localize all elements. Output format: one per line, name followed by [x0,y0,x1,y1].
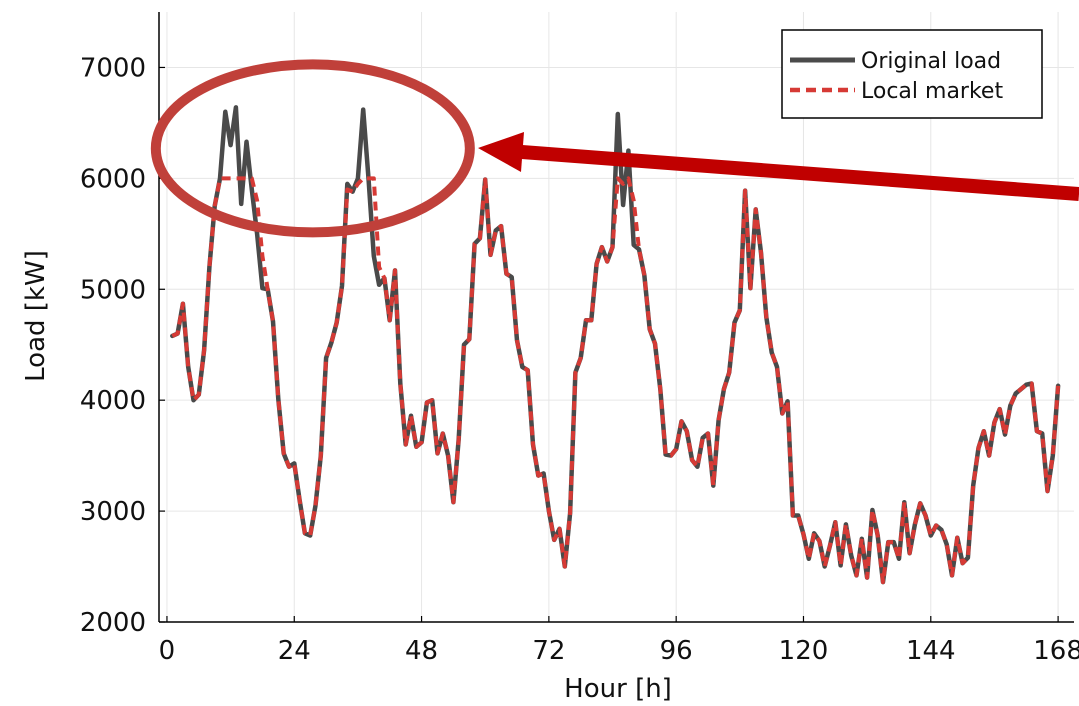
annotations [150,59,1079,238]
y-tick-label: 6000 [80,164,146,194]
y-tick-label: 4000 [80,386,146,416]
y-tick-label: 5000 [80,275,146,305]
legend-box [781,29,1043,119]
series-line-local-market [171,176,1061,585]
x-tick-label: 144 [906,636,956,666]
x-tick-label: 48 [405,636,438,666]
y-axis-ticks: 2000 3000 4000 5000 6000 7000 [80,53,165,638]
x-tick-label: 24 [278,636,311,666]
y-tick-label: 7000 [80,53,146,83]
x-axis-ticks: 0 24 48 72 96 120 144 168 [159,616,1079,666]
highlight-ellipse [150,59,475,238]
x-tick-label: 72 [532,636,565,666]
y-tick-label: 3000 [80,497,146,527]
legend-entry: Local market [861,79,1003,104]
x-tick-label: 0 [159,636,176,666]
axes [158,12,1074,623]
x-tick-label: 120 [779,636,829,666]
arrow-head [478,132,524,172]
arrow-shaft [521,145,1079,201]
x-tick-label: 168 [1033,636,1079,666]
y-tick-label: 2000 [80,608,146,638]
series-lines [170,105,1061,585]
x-axis-label: Hour [h] [564,674,672,704]
legend: Original load Local market [781,29,1043,119]
x-tick-label: 96 [660,636,693,666]
legend-entry: Original load [861,49,1001,74]
y-axis-label: Load [kW] [21,250,51,382]
